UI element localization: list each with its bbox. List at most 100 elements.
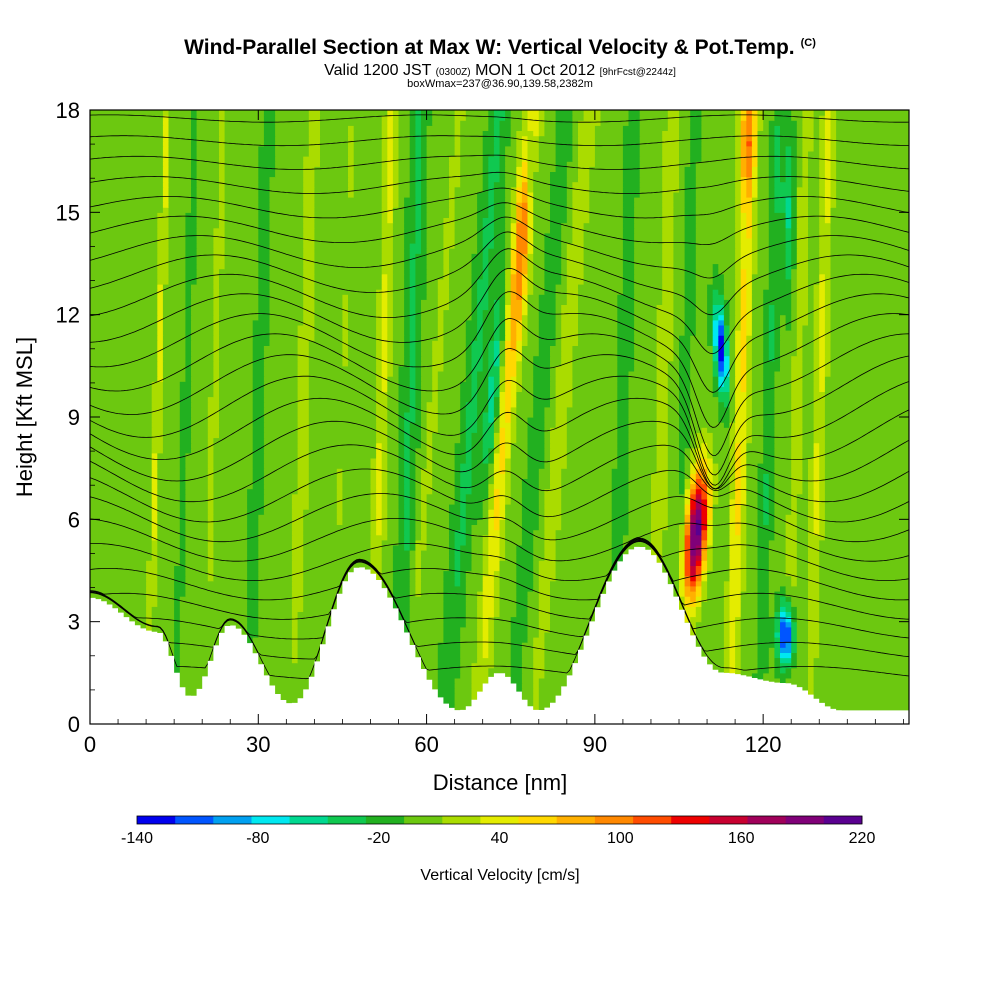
- velocity-cell: [213, 268, 220, 275]
- velocity-cell: [488, 616, 495, 623]
- velocity-cell: [718, 381, 725, 387]
- velocity-cell: [550, 591, 613, 597]
- velocity-cell: [303, 284, 315, 290]
- velocity-cell: [707, 575, 731, 582]
- velocity-cell: [381, 555, 394, 561]
- velocity-cell: [656, 463, 669, 469]
- velocity-cell: [690, 350, 714, 357]
- velocity-cell: [90, 294, 158, 300]
- velocity-cell: [796, 248, 809, 254]
- velocity-cell: [387, 371, 394, 377]
- velocity-cell: [392, 212, 405, 218]
- velocity-cell: [628, 509, 652, 515]
- velocity-cell: [774, 350, 781, 357]
- velocity-cell: [482, 273, 489, 280]
- velocity-cell: [308, 391, 377, 398]
- velocity-cell: [763, 498, 770, 505]
- velocity-cell: [179, 534, 186, 541]
- velocity-cell: [387, 498, 400, 505]
- velocity-cell: [409, 263, 416, 270]
- velocity-cell: [723, 309, 731, 316]
- velocity-cell: [774, 330, 781, 336]
- velocity-cell: [521, 519, 540, 525]
- velocity-cell: [796, 524, 809, 531]
- velocity-cell: [488, 360, 495, 367]
- velocity-cell: [533, 647, 545, 653]
- velocity-cell: [684, 611, 697, 618]
- velocity-cell: [695, 232, 736, 239]
- velocity-cell: [527, 340, 540, 346]
- velocity-cell: [746, 442, 764, 449]
- velocity-cell: [740, 637, 759, 643]
- velocity-cell: [488, 652, 495, 659]
- velocity-cell: [488, 626, 495, 633]
- velocity-cell: [695, 437, 714, 444]
- velocity-cell: [808, 550, 820, 556]
- velocity-cell: [482, 504, 489, 510]
- velocity-cell: [819, 355, 826, 362]
- velocity-cell: [763, 314, 770, 321]
- velocity-cell: [510, 345, 517, 352]
- velocity-cell: [701, 544, 708, 551]
- velocity-cell: [488, 637, 495, 643]
- velocity-cell: [90, 591, 147, 597]
- velocity-cell: [578, 284, 624, 290]
- velocity-cell: [477, 601, 484, 607]
- velocity-cell: [488, 452, 495, 459]
- velocity-cell: [409, 432, 422, 439]
- velocity-cell: [185, 365, 192, 372]
- velocity-cell: [482, 585, 495, 592]
- velocity-cell: [729, 514, 736, 520]
- velocity-cell: [219, 212, 226, 218]
- velocity-cell: [207, 529, 214, 536]
- velocity-cell: [735, 437, 747, 444]
- velocity-cell: [404, 253, 411, 259]
- velocity-cell: [757, 463, 775, 469]
- velocity-cell: [415, 345, 422, 352]
- velocity-cell: [791, 304, 798, 311]
- velocity-cell: [617, 309, 635, 316]
- velocity-cell: [819, 596, 909, 602]
- velocity-cell: [808, 207, 820, 213]
- velocity-cell: [185, 217, 198, 224]
- velocity-cell: [387, 452, 400, 459]
- velocity-cell: [729, 376, 736, 382]
- velocity-cell: [701, 560, 708, 566]
- velocity-cell: [499, 452, 506, 459]
- velocity-cell: [740, 268, 747, 275]
- velocity-cell: [824, 365, 832, 372]
- velocity-cell: [443, 340, 467, 346]
- velocity-cell: [488, 468, 495, 474]
- velocity-cell: [673, 340, 680, 346]
- velocity-cell: [174, 652, 181, 659]
- velocity-cell: [432, 376, 439, 382]
- velocity-cell: [751, 376, 764, 382]
- velocity-cell: [690, 539, 702, 546]
- velocity-cell: [757, 621, 775, 628]
- velocity-cell: [291, 621, 299, 628]
- velocity-cell: [740, 299, 747, 305]
- velocity-cell: [785, 314, 792, 321]
- velocity-cell: [555, 371, 573, 377]
- velocity-cell: [712, 376, 719, 382]
- velocity-cell: [392, 340, 405, 346]
- velocity-cell: [482, 555, 489, 561]
- velocity-cell: [796, 253, 809, 259]
- velocity-cell: [695, 621, 725, 628]
- velocity-cell: [527, 616, 540, 623]
- velocity-cell: [90, 498, 153, 505]
- velocity-cell: [667, 432, 680, 439]
- velocity-cell: [207, 427, 220, 433]
- velocity-cell: [521, 294, 529, 300]
- velocity-cell: [465, 534, 472, 541]
- velocity-cell: [196, 227, 214, 234]
- velocity-cell: [342, 340, 349, 346]
- velocity-cell: [499, 606, 517, 612]
- velocity-cell: [813, 504, 820, 510]
- velocity-cell: [813, 657, 909, 664]
- velocity-cell: [493, 427, 501, 433]
- velocity-cell: [774, 504, 792, 510]
- velocity-cell: [219, 330, 254, 336]
- velocity-cell: [808, 688, 815, 694]
- velocity-cell: [482, 652, 489, 659]
